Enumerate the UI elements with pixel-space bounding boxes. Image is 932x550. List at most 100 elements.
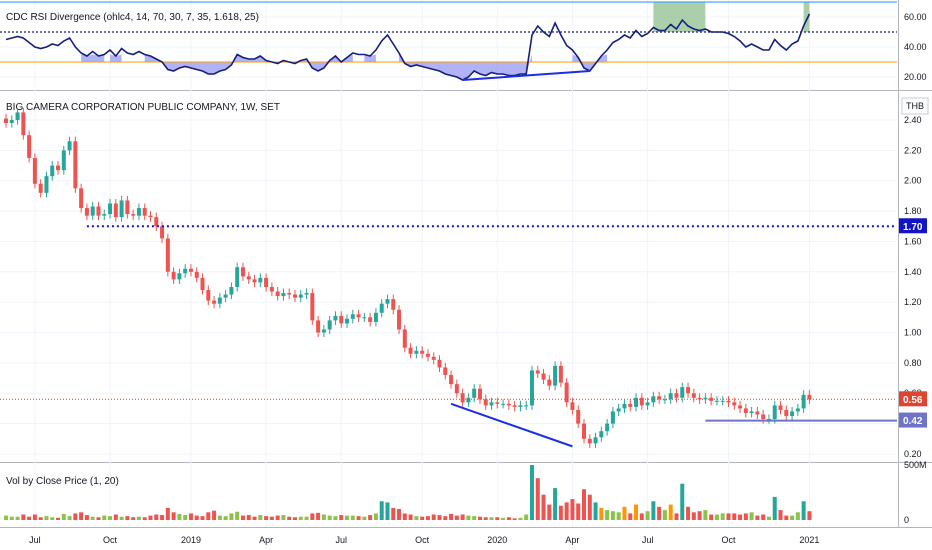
candle-body xyxy=(582,423,586,439)
volume-bar xyxy=(599,507,604,520)
candle xyxy=(373,308,378,327)
volume-bar xyxy=(570,499,575,520)
candle-body xyxy=(373,312,378,322)
candle xyxy=(350,309,355,324)
candle-body xyxy=(790,411,795,417)
candle-body xyxy=(408,347,413,354)
candle xyxy=(379,299,384,318)
candle-body xyxy=(293,294,297,298)
volume-bar xyxy=(766,516,771,520)
candle xyxy=(553,361,558,391)
candle-body xyxy=(795,408,800,412)
candle-body xyxy=(212,300,217,304)
price-divergence-line xyxy=(450,402,573,448)
volume-bar xyxy=(281,515,286,520)
candle-body xyxy=(645,402,650,406)
candle-body xyxy=(657,396,662,400)
candle xyxy=(223,290,228,303)
candle-body xyxy=(483,399,488,406)
candle xyxy=(460,388,465,407)
candle xyxy=(84,203,89,221)
candle xyxy=(599,426,604,442)
volume-bar xyxy=(697,511,702,520)
candle-body xyxy=(131,214,136,216)
volume-bar xyxy=(171,512,176,520)
x-tick-label: Apr xyxy=(565,535,579,545)
candle-body xyxy=(668,393,673,400)
candle-body xyxy=(720,400,725,402)
candle xyxy=(420,346,425,359)
candle xyxy=(362,312,367,322)
candle-body xyxy=(160,226,165,239)
candle-body xyxy=(281,293,286,297)
volume-bar xyxy=(217,515,222,520)
rsi-indicator-label[interactable]: CDC RSI Divergence (ohlc4, 14, 70, 30, 7… xyxy=(6,12,259,23)
candle xyxy=(443,362,448,380)
candle xyxy=(188,264,193,277)
candle xyxy=(32,153,37,189)
volume-bar xyxy=(616,512,621,520)
volume-bar xyxy=(686,506,691,520)
volume-bar xyxy=(235,511,240,520)
volume-bar xyxy=(397,509,402,520)
candle-body xyxy=(766,419,771,421)
candle xyxy=(56,160,61,175)
volume-bar xyxy=(501,517,506,520)
candle xyxy=(437,355,442,372)
volume-bar xyxy=(743,513,748,520)
volume-tick-label: 500M xyxy=(904,460,927,470)
candle-body xyxy=(558,365,563,383)
volume-bar xyxy=(547,504,552,520)
candle-body xyxy=(345,318,350,324)
candle-body xyxy=(622,403,627,409)
candle-body xyxy=(327,320,332,330)
volume-bar xyxy=(32,514,37,520)
candle xyxy=(171,267,176,284)
volume-bar xyxy=(420,516,425,520)
volume-bar xyxy=(709,514,714,520)
candle xyxy=(96,201,101,221)
candle xyxy=(414,346,419,359)
candle xyxy=(252,274,257,287)
candle xyxy=(714,396,719,406)
candle-body xyxy=(200,277,205,291)
price-tag: 0.56 xyxy=(899,391,927,407)
candle-body xyxy=(304,293,309,295)
candle-body xyxy=(165,238,170,272)
volume-bar xyxy=(755,515,760,520)
candle-body xyxy=(177,273,182,280)
candle-body xyxy=(102,214,107,216)
candle xyxy=(680,382,685,403)
candle-body xyxy=(489,402,494,406)
volume-bar xyxy=(674,513,679,520)
volume-bar xyxy=(524,514,529,520)
candle-body xyxy=(79,188,84,209)
rsi-overbought-fill xyxy=(653,2,810,32)
candle xyxy=(4,113,8,128)
volume-bar xyxy=(738,514,743,520)
candle xyxy=(264,273,269,292)
volume-bar xyxy=(264,516,269,520)
candle-body xyxy=(397,309,402,330)
volume-bar xyxy=(345,515,350,520)
candle xyxy=(229,282,234,300)
candle xyxy=(738,400,743,413)
candle xyxy=(587,434,592,448)
volume-bar xyxy=(79,512,84,520)
volume-bar xyxy=(431,514,436,520)
candle xyxy=(778,400,783,415)
candle xyxy=(605,419,610,436)
volume-bar xyxy=(472,516,477,520)
price-y-axis: 2.402.202.001.801.601.401.201.000.800.60… xyxy=(904,115,922,459)
volume-bar xyxy=(564,502,569,520)
volume-indicator-label[interactable]: Vol by Close Price (1, 20) xyxy=(6,476,119,487)
price-tick-label: 0.80 xyxy=(904,358,922,368)
candle-body xyxy=(73,141,78,189)
volume-bar xyxy=(229,513,234,520)
price-tick-label: 2.40 xyxy=(904,115,922,125)
candle xyxy=(501,399,506,409)
candle xyxy=(194,267,199,283)
candle-body xyxy=(414,350,419,354)
candle-body xyxy=(593,437,598,444)
